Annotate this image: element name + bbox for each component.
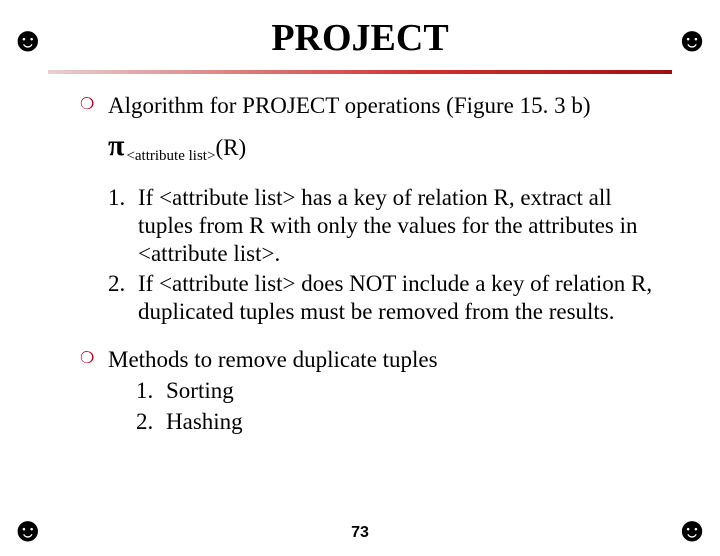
bullet-marker-icon: ❍ <box>80 92 108 166</box>
method-item: 2. Hashing <box>136 408 660 437</box>
algorithm-steps: 1. If <attribute list> has a key of rela… <box>108 184 660 326</box>
algorithm-intro-line: Algorithm for PROJECT operations (Figure… <box>108 92 660 121</box>
method-item: 1. Sorting <box>136 377 660 406</box>
method-number: 1. <box>136 377 166 406</box>
corner-icon-top-left: ☻ <box>10 24 46 58</box>
bullet-methods: ❍ Methods to remove duplicate tuples 1. … <box>80 346 660 438</box>
bullet-body: Algorithm for PROJECT operations (Figure… <box>108 92 660 166</box>
pi-argument: (R) <box>215 135 246 160</box>
projection-expression: π<attribute list>(R) <box>108 127 660 166</box>
method-text: Sorting <box>166 377 660 406</box>
method-number: 2. <box>136 408 166 437</box>
bullet-marker-icon: ❍ <box>80 346 108 438</box>
title-rule <box>48 70 672 74</box>
bullet-body: Methods to remove duplicate tuples 1. So… <box>108 346 660 438</box>
page-number: 73 <box>0 524 720 542</box>
corner-icon-top-right: ☻ <box>674 24 710 58</box>
step-text: If <attribute list> does NOT include a k… <box>138 270 660 326</box>
algorithm-step: 2. If <attribute list> does NOT include … <box>108 270 660 326</box>
pi-subscript: <attribute list> <box>126 148 215 164</box>
slide-content: ❍ Algorithm for PROJECT operations (Figu… <box>80 92 660 439</box>
step-number: 1. <box>108 184 138 268</box>
algorithm-step: 1. If <attribute list> has a key of rela… <box>108 184 660 268</box>
step-text: If <attribute list> has a key of relatio… <box>138 184 660 268</box>
methods-list: 1. Sorting 2. Hashing <box>136 377 660 437</box>
method-text: Hashing <box>166 408 660 437</box>
methods-intro: Methods to remove duplicate tuples <box>108 346 660 375</box>
pi-symbol: π <box>108 129 124 162</box>
step-number: 2. <box>108 270 138 326</box>
slide-title: PROJECT <box>0 16 720 60</box>
bullet-algorithm: ❍ Algorithm for PROJECT operations (Figu… <box>80 92 660 166</box>
